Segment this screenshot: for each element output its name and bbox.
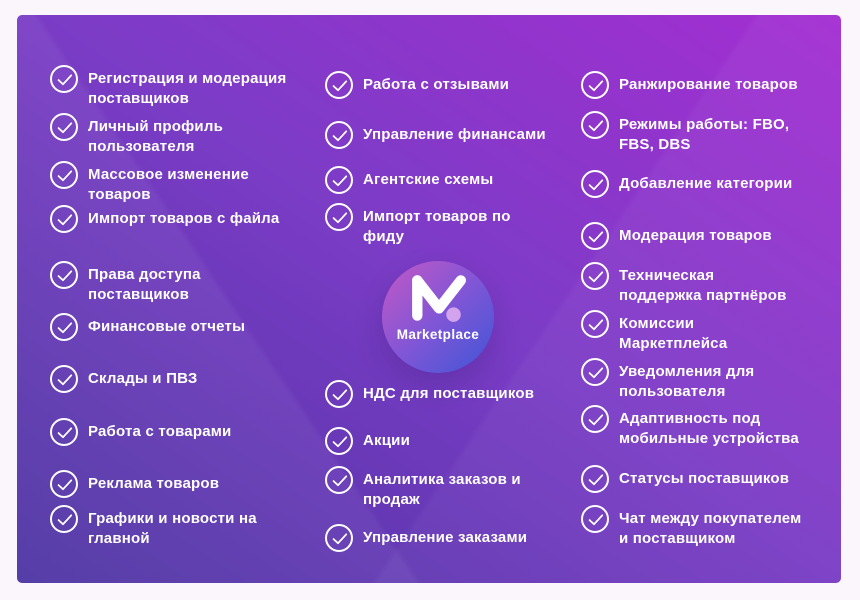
feature-item: Агентские схемы	[325, 166, 551, 194]
check-icon	[50, 205, 78, 233]
check-icon	[581, 405, 609, 433]
marketplace-logo: Marketplace	[382, 261, 494, 373]
feature-label: Реклама товаров	[88, 475, 220, 492]
feature-label: Уведомления для пользователя	[619, 363, 755, 400]
feature-item: Права доступа поставщиков	[50, 261, 322, 305]
feature-label: Ранжирование товаров	[619, 76, 798, 93]
feature-label: Аналитика заказов и продаж	[363, 471, 521, 508]
feature-label: Финансовые отчеты	[88, 318, 246, 335]
check-icon	[50, 470, 78, 498]
features-column-right: Ранжирование товаров Режимы работы: FBO,…	[581, 71, 841, 549]
check-icon	[325, 71, 353, 99]
feature-label: Массовое изменение товаров	[88, 166, 249, 203]
feature-label: Регистрация и модерация поставщиков	[88, 70, 287, 107]
feature-item: НДС для поставщиков	[325, 380, 551, 408]
feature-item: Управление заказами	[325, 524, 551, 552]
check-icon	[581, 71, 609, 99]
feature-item: Режимы работы: FBO, FBS, DBS	[581, 111, 841, 155]
check-icon	[50, 65, 78, 93]
feature-label: Агентские схемы	[363, 171, 494, 188]
feature-item: Работа с товарами	[50, 418, 322, 446]
feature-item: Импорт товаров с файла	[50, 205, 322, 233]
feature-item: Аналитика заказов и продаж	[325, 466, 551, 510]
logo-wordmark: Marketplace	[396, 327, 480, 342]
feature-item: Комиссии Маркетплейса	[581, 310, 841, 354]
feature-item: Импорт товаров по фиду	[325, 203, 551, 247]
check-icon	[325, 203, 353, 231]
feature-label: Импорт товаров с файла	[88, 210, 280, 227]
check-icon	[581, 111, 609, 139]
feature-item: Финансовые отчеты	[50, 313, 322, 341]
feature-label: Работа с товарами	[88, 423, 232, 440]
feature-item: Работа с отзывами	[325, 71, 551, 99]
feature-item: Реклама товаров	[50, 470, 322, 498]
feature-item: Управление финансами	[325, 121, 551, 149]
feature-item: Ранжирование товаров	[581, 71, 841, 99]
feature-item: Личный профиль пользователя	[50, 113, 322, 157]
check-icon	[325, 524, 353, 552]
feature-label: Личный профиль пользователя	[88, 118, 223, 155]
feature-item: Акции	[325, 427, 551, 455]
check-icon	[50, 261, 78, 289]
check-icon	[581, 170, 609, 198]
check-icon	[325, 427, 353, 455]
marketplace-m-icon	[412, 275, 466, 322]
feature-label: Импорт товаров по фиду	[363, 208, 511, 245]
feature-label: Графики и новости на главной	[88, 510, 257, 547]
check-icon	[50, 505, 78, 533]
check-icon	[325, 466, 353, 494]
feature-item: Чат между покупателем и поставщиком	[581, 505, 841, 549]
feature-item: Регистрация и модерация поставщиков	[50, 65, 322, 109]
check-icon	[50, 161, 78, 189]
feature-item: Графики и новости на главной	[50, 505, 322, 549]
check-icon	[581, 505, 609, 533]
feature-label: Модерация товаров	[619, 227, 772, 244]
check-icon	[581, 310, 609, 338]
feature-label: Склады и ПВЗ	[88, 370, 198, 387]
feature-item: Добавление категории	[581, 170, 841, 198]
feature-item: Склады и ПВЗ	[50, 365, 322, 393]
check-icon	[325, 166, 353, 194]
feature-label: Статусы поставщиков	[619, 470, 790, 487]
check-icon	[50, 418, 78, 446]
feature-item: Статусы поставщиков	[581, 465, 841, 493]
features-column-middle: Работа с отзывами Управление финансами А…	[325, 71, 551, 552]
feature-label: Чат между покупателем и поставщиком	[619, 510, 802, 547]
logo-dot	[446, 307, 461, 322]
feature-item: Адаптивность под мобильные устройства	[581, 405, 841, 449]
check-icon	[581, 222, 609, 250]
check-icon	[581, 262, 609, 290]
feature-item: Массовое изменение товаров	[50, 161, 322, 205]
check-icon	[325, 380, 353, 408]
feature-label: Добавление категории	[619, 175, 793, 192]
feature-label: Режимы работы: FBO, FBS, DBS	[619, 116, 790, 153]
feature-label: Техническая поддержка партнёров	[619, 267, 787, 304]
feature-label: НДС для поставщиков	[363, 385, 535, 402]
feature-label: Работа с отзывами	[363, 76, 510, 93]
features-column-left: Регистрация и модерация поставщиков Личн…	[50, 65, 322, 549]
check-icon	[50, 313, 78, 341]
check-icon	[50, 365, 78, 393]
feature-label: Управление заказами	[363, 529, 528, 546]
feature-label: Комиссии Маркетплейса	[619, 315, 728, 352]
feature-item: Модерация товаров	[581, 222, 841, 250]
check-icon	[50, 113, 78, 141]
check-icon	[581, 358, 609, 386]
features-card: Регистрация и модерация поставщиков Личн…	[17, 15, 841, 583]
feature-label: Управление финансами	[363, 126, 546, 143]
feature-label: Адаптивность под мобильные устройства	[619, 410, 799, 447]
check-icon	[325, 121, 353, 149]
feature-label: Права доступа поставщиков	[88, 266, 201, 303]
feature-item: Техническая поддержка партнёров	[581, 262, 841, 306]
check-icon	[581, 465, 609, 493]
feature-item: Уведомления для пользователя	[581, 358, 841, 402]
feature-label: Акции	[363, 432, 411, 449]
